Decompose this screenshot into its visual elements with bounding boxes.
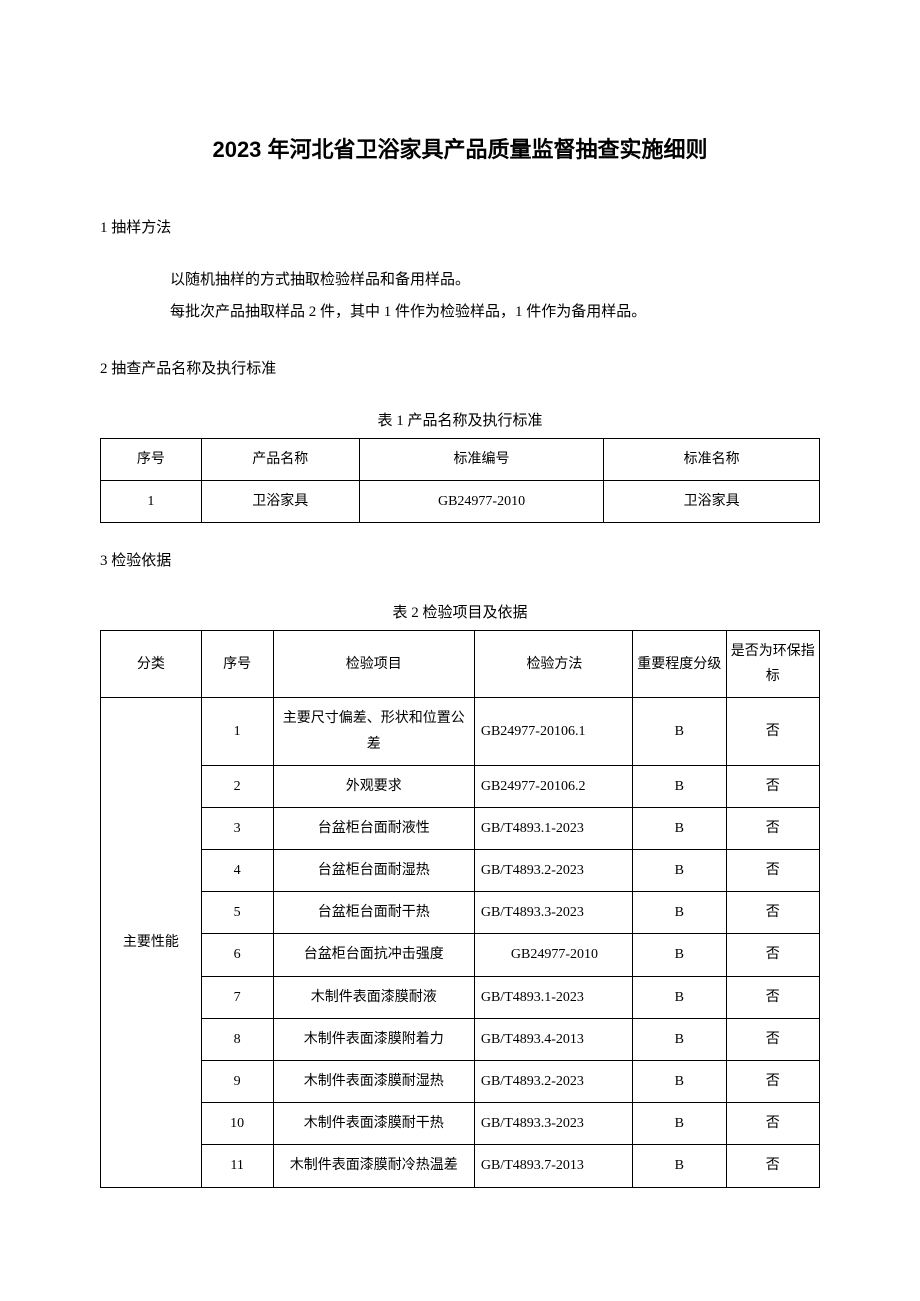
- section-3-heading: 3 检验依据: [100, 548, 820, 575]
- table-row: 8 木制件表面漆膜附着力 GB/T4893.4-2013 B 否: [101, 1018, 820, 1060]
- table-cell: 10: [201, 1103, 273, 1145]
- table-cell: GB24977-2010: [474, 934, 632, 976]
- table-cell: 否: [726, 934, 820, 976]
- table-header-cell: 重要程度分级: [633, 630, 726, 697]
- table-row: 11 木制件表面漆膜耐冷热温差 GB/T4893.7-2013 B 否: [101, 1145, 820, 1187]
- table-row: 5 台盆柜台面耐干热 GB/T4893.3-2023 B 否: [101, 892, 820, 934]
- table-cell: GB/T4893.3-2023: [474, 892, 632, 934]
- table-cell: 否: [726, 1061, 820, 1103]
- table-header-cell: 标准编号: [359, 438, 603, 480]
- table-cell: 3: [201, 807, 273, 849]
- table-header-cell: 产品名称: [201, 438, 359, 480]
- table-header-cell: 检验方法: [474, 630, 632, 697]
- table-cell: B: [633, 698, 726, 765]
- table-cell: B: [633, 1018, 726, 1060]
- table-cell: 台盆柜台面抗冲击强度: [273, 934, 474, 976]
- section-1-heading: 1 抽样方法: [100, 215, 820, 242]
- table-cell: 外观要求: [273, 765, 474, 807]
- table-cell: 否: [726, 807, 820, 849]
- table-cell: 4: [201, 850, 273, 892]
- table-cell: B: [633, 892, 726, 934]
- table-cell: B: [633, 765, 726, 807]
- table-cell: 否: [726, 976, 820, 1018]
- table-cell: B: [633, 934, 726, 976]
- table-cell: 否: [726, 892, 820, 934]
- table-cell: B: [633, 1145, 726, 1187]
- table-cell: GB/T4893.4-2013: [474, 1018, 632, 1060]
- table-cell: 否: [726, 1145, 820, 1187]
- table-1: 序号 产品名称 标准编号 标准名称 1 卫浴家具 GB24977-2010 卫浴…: [100, 438, 820, 523]
- table-cell: 9: [201, 1061, 273, 1103]
- table-cell: 否: [726, 765, 820, 807]
- table-row: 分类 序号 检验项目 检验方法 重要程度分级 是否为环保指标: [101, 630, 820, 697]
- table-row: 7 木制件表面漆膜耐液 GB/T4893.1-2023 B 否: [101, 976, 820, 1018]
- table-cell: 否: [726, 698, 820, 765]
- table-1-caption: 表 1 产品名称及执行标准: [100, 408, 820, 435]
- table-cell: 2: [201, 765, 273, 807]
- table-cell: 否: [726, 1103, 820, 1145]
- table-cell: 卫浴家具: [201, 480, 359, 522]
- table-cell: GB24977-20106.2: [474, 765, 632, 807]
- table-cell: 主要尺寸偏差、形状和位置公差: [273, 698, 474, 765]
- table-cell: GB/T4893.3-2023: [474, 1103, 632, 1145]
- table-cell: GB24977-20106.1: [474, 698, 632, 765]
- table-row: 9 木制件表面漆膜耐湿热 GB/T4893.2-2023 B 否: [101, 1061, 820, 1103]
- table-cell: 7: [201, 976, 273, 1018]
- table-cell: 木制件表面漆膜耐冷热温差: [273, 1145, 474, 1187]
- table-cell: 6: [201, 934, 273, 976]
- table-row: 1 卫浴家具 GB24977-2010 卫浴家具: [101, 480, 820, 522]
- table-header-cell: 检验项目: [273, 630, 474, 697]
- table-cell: 8: [201, 1018, 273, 1060]
- table-header-cell: 序号: [101, 438, 202, 480]
- table-2-caption: 表 2 检验项目及依据: [100, 600, 820, 627]
- table-cell: 台盆柜台面耐湿热: [273, 850, 474, 892]
- table-cell: 木制件表面漆膜耐液: [273, 976, 474, 1018]
- table-cell: B: [633, 1103, 726, 1145]
- table-cell: GB/T4893.1-2023: [474, 976, 632, 1018]
- table-cell: GB/T4893.2-2023: [474, 1061, 632, 1103]
- table-row: 10 木制件表面漆膜耐干热 GB/T4893.3-2023 B 否: [101, 1103, 820, 1145]
- table-cell: B: [633, 807, 726, 849]
- table-cell: 卫浴家具: [604, 480, 820, 522]
- body-line: 以随机抽样的方式抽取检验样品和备用样品。: [140, 267, 820, 294]
- table-row: 序号 产品名称 标准编号 标准名称: [101, 438, 820, 480]
- section-2-heading: 2 抽查产品名称及执行标准: [100, 356, 820, 383]
- table-cell: 木制件表面漆膜附着力: [273, 1018, 474, 1060]
- table-row: 4 台盆柜台面耐湿热 GB/T4893.2-2023 B 否: [101, 850, 820, 892]
- section-1-body: 以随机抽样的方式抽取检验样品和备用样品。 每批次产品抽取样品 2 件，其中 1 …: [100, 267, 820, 326]
- table-row: 6 台盆柜台面抗冲击强度 GB24977-2010 B 否: [101, 934, 820, 976]
- table-header-cell: 序号: [201, 630, 273, 697]
- table-cell: 1: [101, 480, 202, 522]
- table-row: 主要性能 1 主要尺寸偏差、形状和位置公差 GB24977-20106.1 B …: [101, 698, 820, 765]
- table-cell: 否: [726, 1018, 820, 1060]
- table-header-cell: 是否为环保指标: [726, 630, 820, 697]
- table-cell: 5: [201, 892, 273, 934]
- table-cell: 木制件表面漆膜耐干热: [273, 1103, 474, 1145]
- table-cell: 1: [201, 698, 273, 765]
- table-cell: GB/T4893.7-2013: [474, 1145, 632, 1187]
- table-cell: B: [633, 1061, 726, 1103]
- document-title: 2023 年河北省卫浴家具产品质量监督抽查实施细则: [100, 130, 820, 170]
- table-cell: 台盆柜台面耐干热: [273, 892, 474, 934]
- table-cell-category: 主要性能: [101, 698, 202, 1187]
- table-cell: GB/T4893.1-2023: [474, 807, 632, 849]
- table-row: 2 外观要求 GB24977-20106.2 B 否: [101, 765, 820, 807]
- table-2: 分类 序号 检验项目 检验方法 重要程度分级 是否为环保指标 主要性能 1 主要…: [100, 630, 820, 1188]
- table-header-cell: 分类: [101, 630, 202, 697]
- table-cell: 台盆柜台面耐液性: [273, 807, 474, 849]
- table-cell: B: [633, 976, 726, 1018]
- body-line: 每批次产品抽取样品 2 件，其中 1 件作为检验样品，1 件作为备用样品。: [140, 299, 820, 326]
- table-cell: GB24977-2010: [359, 480, 603, 522]
- table-cell: 木制件表面漆膜耐湿热: [273, 1061, 474, 1103]
- table-cell: 否: [726, 850, 820, 892]
- table-header-cell: 标准名称: [604, 438, 820, 480]
- table-row: 3 台盆柜台面耐液性 GB/T4893.1-2023 B 否: [101, 807, 820, 849]
- table-cell: GB/T4893.2-2023: [474, 850, 632, 892]
- table-cell: B: [633, 850, 726, 892]
- table-cell: 11: [201, 1145, 273, 1187]
